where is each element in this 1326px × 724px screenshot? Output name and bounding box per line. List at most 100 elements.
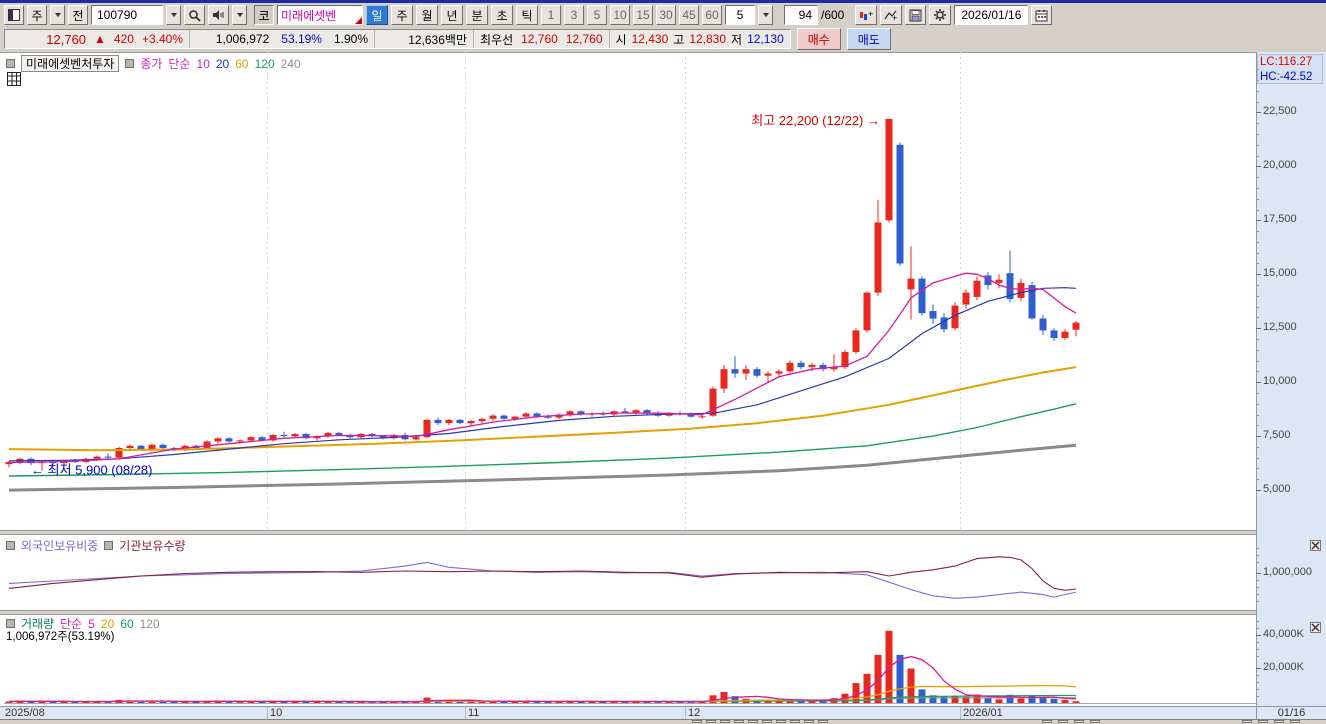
ownership-chart[interactable]: [4, 533, 1256, 610]
close-volume-pane-button[interactable]: [1310, 622, 1321, 633]
volume-chart[interactable]: [4, 613, 1256, 705]
add-candle-tool-button[interactable]: +: [855, 5, 878, 25]
stock-code-dropdown-arrow[interactable]: [166, 5, 181, 25]
ma-240-line: [8, 443, 1077, 492]
panel-toggle-button[interactable]: [4, 5, 24, 25]
ma-120-line: [8, 403, 1077, 477]
candles-group: [5, 118, 1080, 471]
period-button-5[interactable]: 5: [587, 5, 607, 25]
period-button-3[interactable]: 3: [564, 5, 584, 25]
ma-60-line: [8, 366, 1077, 452]
speaker-icon: [213, 10, 224, 20]
close-series-label: 종가: [140, 57, 163, 71]
period-button-15[interactable]: 15: [633, 5, 653, 25]
top-toolbar: 주 전 코 미래에셋벤 일 주 월 년 분 초 틱 1 3 5 10 15 30…: [0, 3, 1326, 27]
price-axis-column[interactable]: [1256, 52, 1326, 706]
period-button-1[interactable]: 1: [541, 5, 561, 25]
volume-bars-group: [5, 630, 1080, 704]
stock-name-corner-mark: [355, 17, 362, 24]
chart-settings-button[interactable]: [929, 5, 952, 25]
save-icon: [909, 9, 922, 21]
foreign-ownership-label: 외국인보유비중: [21, 539, 99, 553]
open-price: 12,430: [631, 32, 669, 46]
panel-icon: [8, 9, 20, 21]
volume-current-value: 1,006,972주(53.19%): [6, 631, 115, 643]
volume-tick-dash: [1256, 635, 1261, 636]
chart-background: [0, 52, 1256, 720]
calendar-button[interactable]: [1031, 5, 1053, 25]
date-tick-label: 12: [688, 707, 701, 719]
stock-code-input[interactable]: [95, 7, 159, 23]
prev-stock-button[interactable]: 전: [68, 5, 88, 25]
ma240-label: 240: [280, 56, 301, 71]
tab-minute[interactable]: 분: [466, 5, 488, 25]
open-label: 시: [615, 32, 627, 47]
mid-minor-dash: [1256, 580, 1259, 581]
period-button-60[interactable]: 60: [702, 5, 722, 25]
volume-legend-toggle-icon[interactable]: [6, 619, 15, 628]
price-minor-dash: [1256, 231, 1259, 233]
volume-minor-dash: [1256, 628, 1259, 629]
bar-count-input[interactable]: [788, 7, 814, 23]
add-line-tool-button[interactable]: +: [880, 5, 903, 25]
price-minor-dash: [1256, 446, 1259, 448]
pane-splitter-2[interactable]: [0, 610, 1256, 615]
volume-ma20-label: 20: [100, 616, 115, 631]
stock-name-field[interactable]: 미래에셋벤: [277, 5, 363, 25]
best-ask: 12,760: [521, 32, 558, 46]
pane-splitter-1[interactable]: [0, 530, 1256, 535]
tab-daily[interactable]: 일: [366, 5, 388, 25]
ma10-label: 10: [196, 56, 210, 71]
candle-plus-icon: +: [860, 9, 873, 20]
timeframe-dropdown-arrow[interactable]: [50, 5, 65, 25]
date-tick-label: 10: [270, 707, 283, 719]
stock-search-button[interactable]: [184, 5, 205, 25]
tab-monthly[interactable]: 월: [416, 5, 438, 25]
code-prefix-button[interactable]: 코: [254, 5, 274, 25]
tab-yearly[interactable]: 년: [441, 5, 463, 25]
date-axis[interactable]: 01/16 2025/08 10 11 12 2026/01: [0, 706, 1326, 720]
price-minor-dash: [1256, 144, 1259, 146]
price-minor-dash: [1256, 252, 1259, 254]
period-button-30[interactable]: 30: [656, 5, 676, 25]
save-chart-button[interactable]: [905, 5, 927, 25]
chart-date-field[interactable]: 2026/01/16: [954, 5, 1029, 25]
buy-button[interactable]: 매수: [796, 28, 841, 50]
sound-button[interactable]: [208, 5, 229, 25]
period-button-10[interactable]: 10: [610, 5, 630, 25]
close-icon: [1311, 541, 1320, 550]
custom-period-value[interactable]: 5: [725, 5, 755, 25]
chart-stock-name[interactable]: 미래에셋벤처투자: [21, 55, 120, 72]
low-price: 12,130: [747, 32, 784, 46]
period-button-45[interactable]: 45: [679, 5, 699, 25]
foreign-legend-toggle-icon[interactable]: [6, 541, 15, 550]
timeframe-quick-button[interactable]: 주: [27, 5, 47, 25]
mid-chart-legend: 외국인보유비중 기관보유수량: [6, 537, 186, 554]
date-tick-label: 11: [468, 707, 480, 719]
sell-button[interactable]: 매도: [846, 28, 891, 50]
grid-tool-button[interactable]: [7, 72, 21, 89]
best-quote-label: 최우선: [480, 32, 514, 47]
volume-minor-dash: [1256, 642, 1259, 643]
price-tick-label: 5,000: [1263, 483, 1291, 496]
ma-10-line: [8, 272, 1077, 464]
institution-legend-toggle-icon[interactable]: [104, 541, 114, 550]
price-minor-dash: [1256, 403, 1259, 405]
tab-weekly[interactable]: 주: [391, 5, 413, 25]
close-mid-pane-button[interactable]: [1310, 540, 1321, 551]
high-price: 12,830: [689, 32, 727, 46]
gear-icon: [934, 9, 947, 21]
legend-toggle-icon[interactable]: [6, 59, 15, 68]
tab-tick[interactable]: 틱: [516, 5, 538, 25]
tab-second[interactable]: 초: [491, 5, 513, 25]
date-axis-separator: [960, 707, 961, 720]
price-minor-dash: [1256, 69, 1259, 71]
grid-icon: [7, 72, 21, 86]
custom-period-dropdown-arrow[interactable]: [758, 5, 773, 25]
price-tick-dash: [1256, 490, 1261, 492]
sound-dropdown-arrow[interactable]: [232, 5, 247, 25]
ma-legend-toggle-icon[interactable]: [125, 59, 135, 68]
candlestick-chart[interactable]: 최고 22,200 (12/22) → ← 최저 5,900 (08/28): [4, 52, 1256, 530]
trade-value: 12,636백만: [408, 32, 467, 47]
price-minor-dash: [1256, 123, 1259, 125]
